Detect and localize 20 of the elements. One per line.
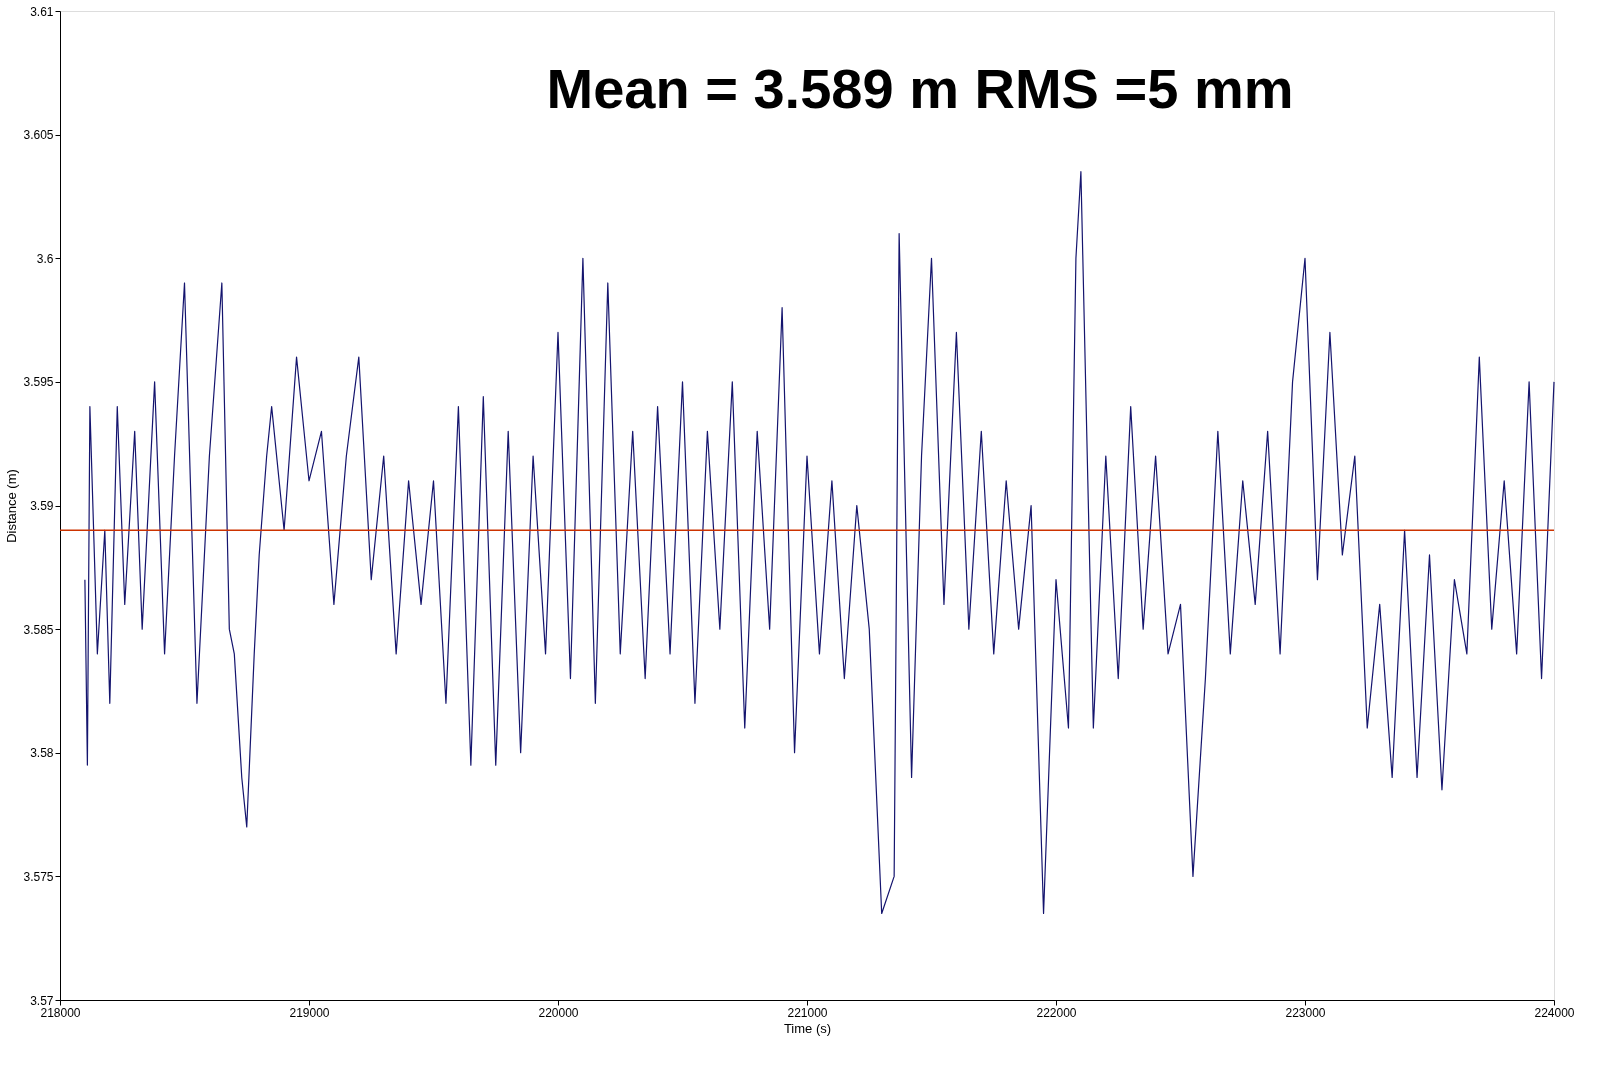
annotation: Mean = 3.589 m RMS =5 mm — [546, 57, 1294, 120]
y-tick-label: 3.57 — [30, 993, 54, 1008]
x-tick-label: 224000 — [1534, 1005, 1575, 1020]
x-tick-label: 222000 — [1036, 1005, 1077, 1020]
y-axis-title: Distance (m) — [4, 469, 20, 543]
y-tick-label: 3.585 — [23, 622, 54, 637]
line-series — [84, 171, 1555, 915]
x-tick-label: 218000 — [40, 1005, 81, 1020]
x-tick-label: 221000 — [787, 1005, 828, 1020]
x-tick-label: 219000 — [289, 1005, 330, 1020]
y-tick-label: 3.61 — [30, 4, 54, 19]
x-tick-label: 220000 — [538, 1005, 579, 1020]
y-tick-label: 3.595 — [23, 375, 54, 390]
y-tick-label: 3.59 — [30, 499, 54, 513]
y-tick-label: 3.575 — [23, 869, 54, 884]
x-tick-label: 223000 — [1285, 1005, 1326, 1020]
y-tick-label: 3.58 — [30, 746, 54, 761]
y-tick-label: 3.605 — [23, 128, 54, 143]
y-tick-label: 3.6 — [36, 251, 54, 266]
x-axis-title: Time (s) — [783, 1020, 832, 1036]
